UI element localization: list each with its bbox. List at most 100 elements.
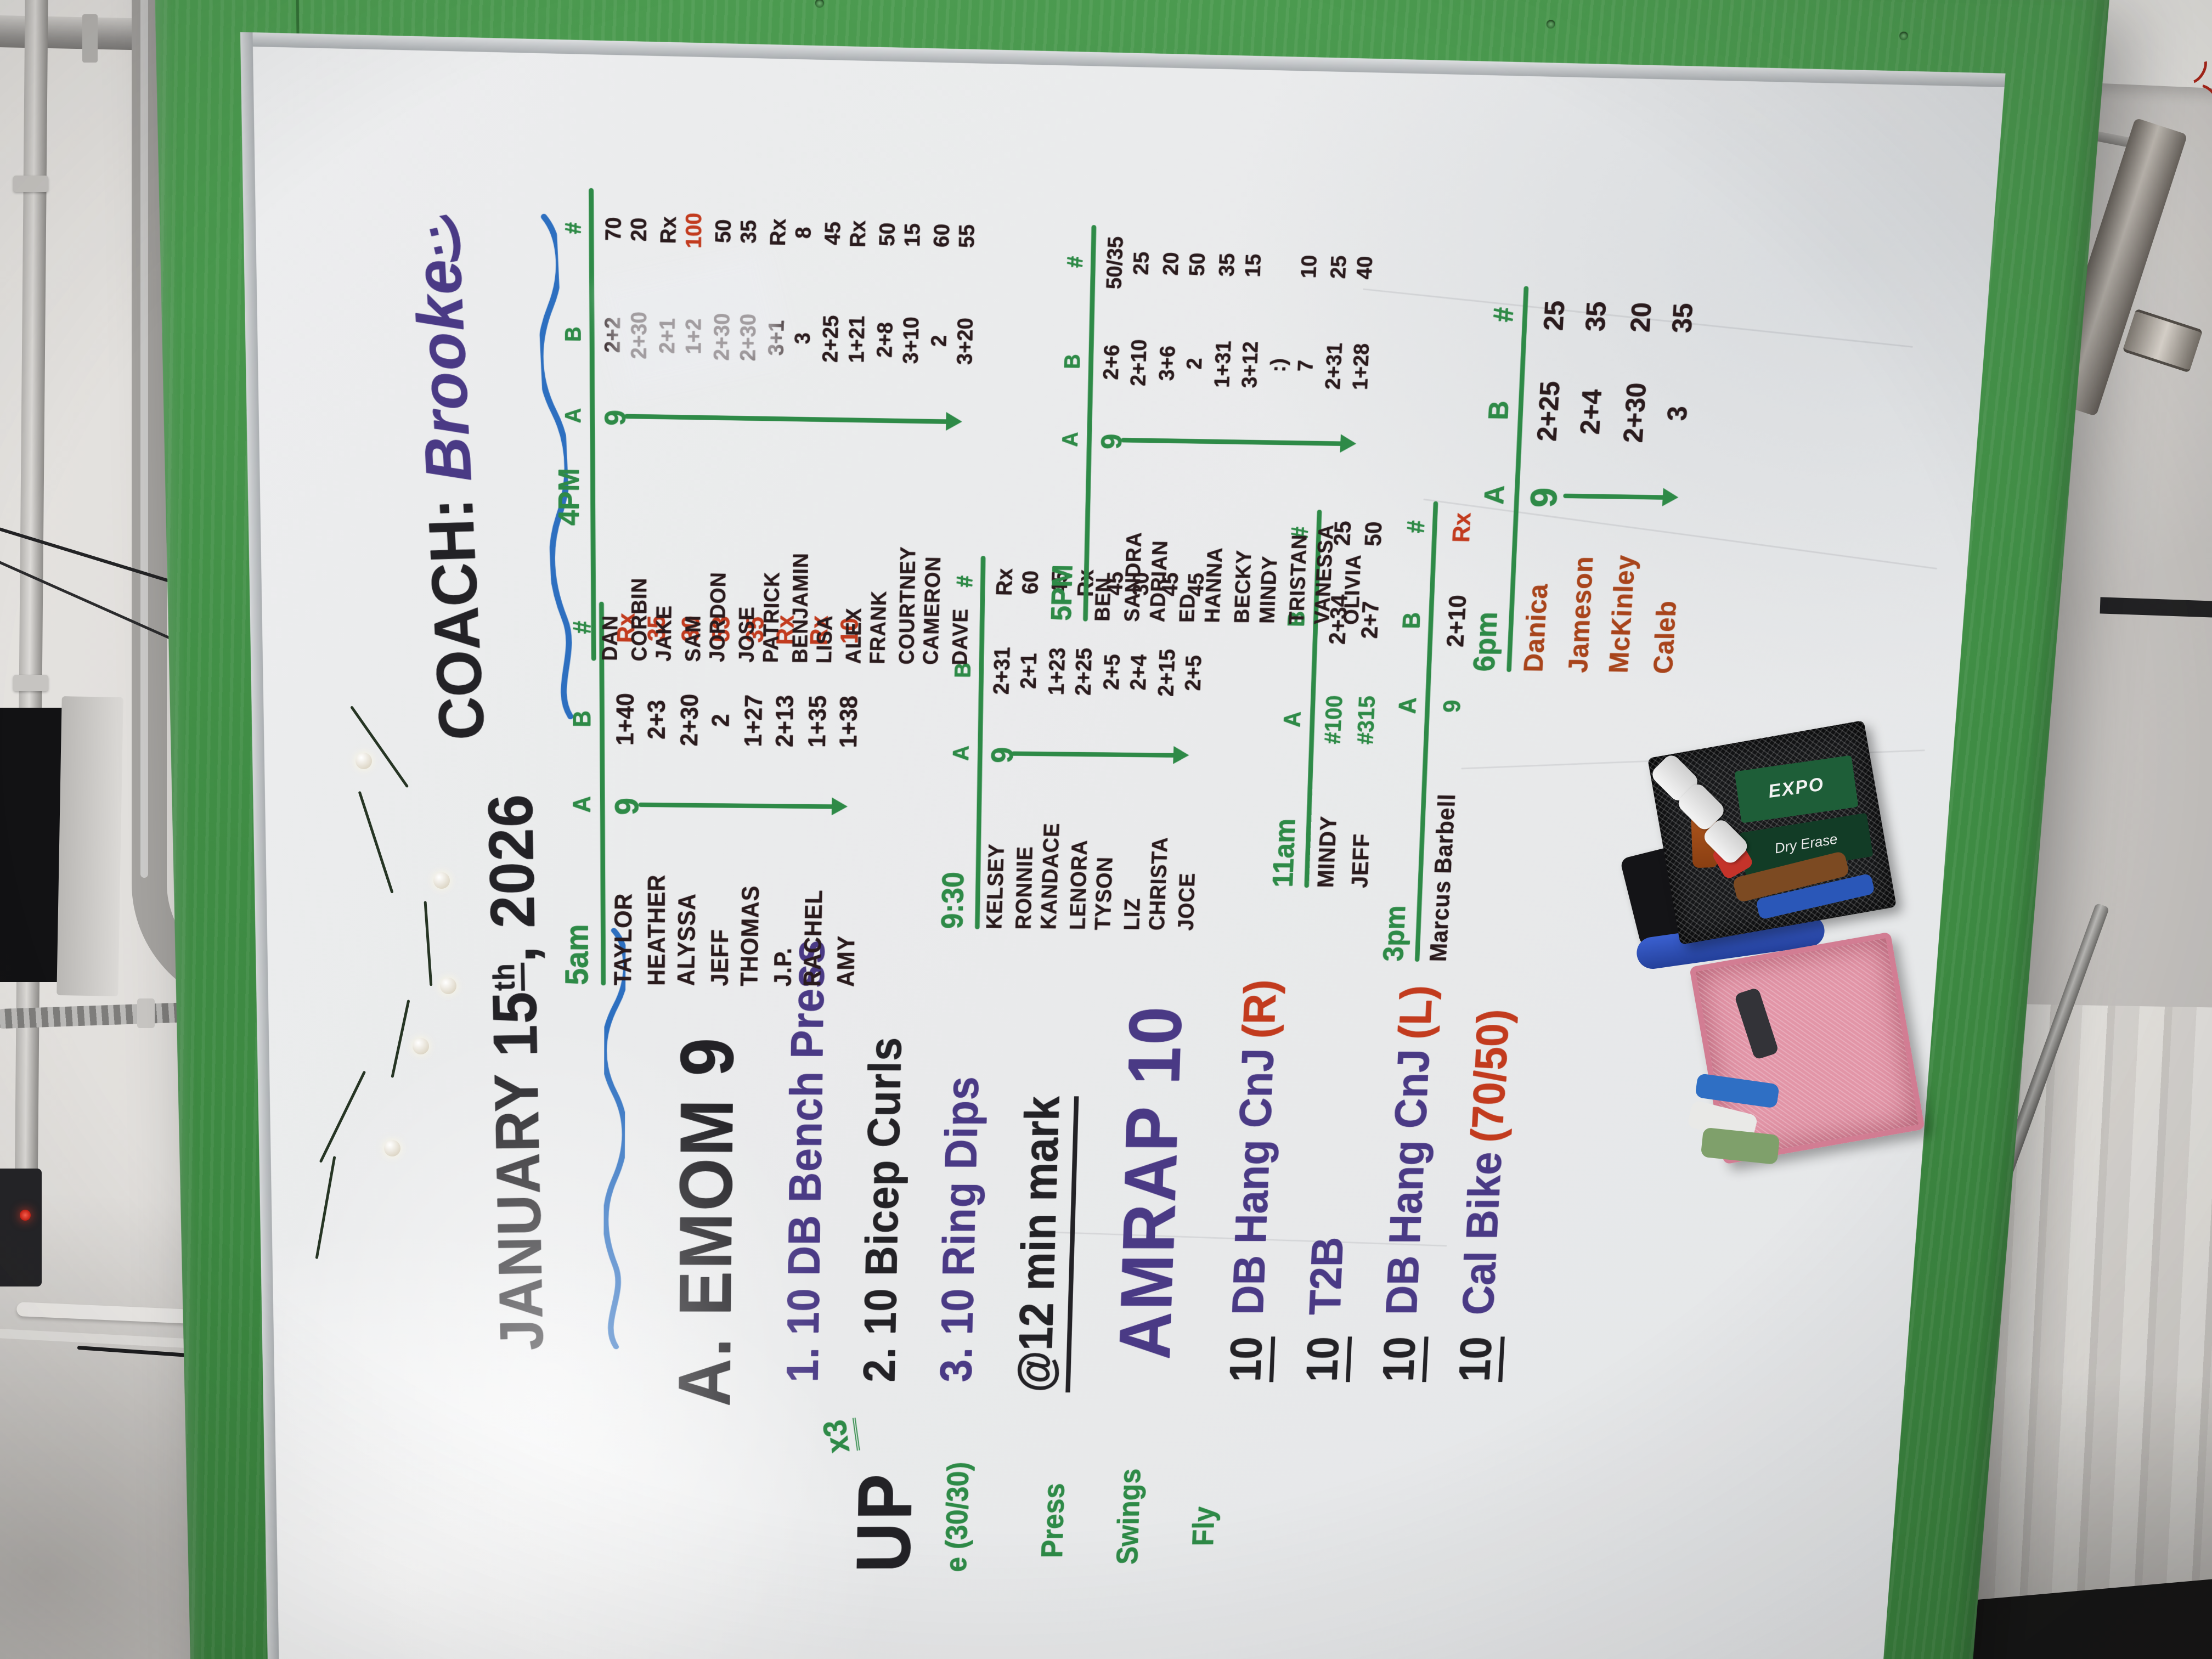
score-weight: 25 [1538, 300, 1571, 331]
table-header: 4PM A B # [543, 174, 590, 661]
athlete-name: Kandace [1035, 822, 1064, 930]
class-time-label: 5PM [1045, 564, 1079, 622]
class-time-label: 5am [558, 924, 595, 986]
score-b: 1+38 [834, 696, 862, 748]
score-weight [1280, 216, 1285, 316]
score-weight: 8 [791, 227, 815, 239]
athlete-name: Christa [1144, 837, 1172, 931]
string-light-bulb [440, 978, 456, 994]
athlete-name: Thomas [735, 885, 764, 987]
score-b: 2+5 [1180, 655, 1206, 691]
cable-clamp [137, 998, 155, 1028]
athlete-name: Mindy [1312, 815, 1342, 888]
score-weight: 60 [929, 223, 954, 248]
score-b: 2 [706, 714, 735, 727]
score-b: 2+15 [1153, 648, 1180, 697]
athlete-name: Jordon [705, 572, 730, 663]
score-weight: Rx [845, 220, 870, 248]
score-b: 2+5 [1098, 654, 1125, 691]
rep-count: 10 [1296, 1336, 1352, 1383]
column-header: # [1487, 307, 1520, 323]
warmup-item: Swings [1109, 1468, 1147, 1565]
score-b: 2+10 [1126, 339, 1151, 387]
warmup-item: Fly [1186, 1506, 1221, 1547]
column-header: A [1393, 697, 1421, 714]
score-weight: Rx [765, 218, 791, 246]
score-b: 1+23 [1043, 647, 1070, 696]
workout-item: 10 Cal Bike (70/50) [1448, 1009, 1520, 1383]
score-b: 2 [927, 335, 951, 347]
athlete-name: Danica [1518, 583, 1554, 673]
athlete-name: Dave [947, 608, 972, 665]
class-time-label: 11am [1265, 818, 1301, 888]
date: JANUARY 15th, 2026 [475, 793, 556, 1351]
rep-count: 10 [1448, 1336, 1505, 1383]
movement-name: DB Hang CnJ [1221, 1048, 1283, 1327]
column-header: # [561, 222, 586, 235]
part-b-title: AMRAP 10 [1104, 1005, 1198, 1360]
tv-edge [0, 708, 67, 982]
marker-basket-black: EXPO Dry Erase [1647, 720, 1897, 945]
string-light-bulb [384, 1140, 400, 1156]
warmup-fragment-big: UP [840, 1471, 928, 1573]
table-rows: Ben 2+6 50/35 Sandra 2+10 25 Adrian 3+6 20 Ed 2 50 H… [1090, 212, 1381, 625]
score-b: 2+25 [817, 315, 843, 363]
blue-wavy-underline [603, 927, 626, 1351]
athlete-name: Jameson [1562, 556, 1599, 673]
movement-tag: (70/50) [1460, 1009, 1519, 1143]
column-header: A [567, 795, 595, 813]
athlete-name: Jake [651, 605, 676, 662]
athlete-name: Vanessa [1310, 524, 1338, 625]
score-b: 3 [790, 332, 815, 345]
score-a: #100 [1319, 695, 1348, 745]
movement-tag: (L) [1388, 985, 1442, 1040]
score-weight: 20 [1624, 302, 1658, 333]
frame-screw [1546, 20, 1555, 29]
score-b: 2+3 [642, 699, 670, 740]
athlete-name: Hanna [1200, 547, 1227, 624]
frame-screw [1899, 31, 1909, 41]
athlete-name: Corbin [627, 577, 651, 662]
column-header: B [1483, 400, 1515, 421]
score-b: 2+1 [1015, 653, 1041, 690]
athlete-name: Cameron [918, 556, 945, 665]
score-b: 1+40 [610, 693, 639, 746]
score-b: 3+1 [764, 320, 788, 357]
score-b: 2+4 [1125, 654, 1151, 691]
athlete-name: Sandra [1120, 532, 1146, 622]
score-b: 2+31 [988, 646, 1015, 695]
movement-name: DB Hang CnJ [1375, 1049, 1439, 1327]
pipe-clamp [13, 675, 48, 691]
score-b: 2+25 [1070, 647, 1097, 696]
athlete-name: Olivia [1339, 554, 1365, 625]
score-weight: 45 [820, 221, 845, 246]
athlete-name: Benjamin [788, 552, 812, 664]
rep-count: 10 [1219, 1336, 1276, 1383]
score-weight: 50/35 [1102, 236, 1128, 290]
athlete-name: Sam [681, 615, 705, 662]
string-light-bulb [433, 872, 450, 889]
table-rows: Dan 2+2 70 Corbin 2+30 20 Jake 2+1 Rx Sam 1+2 100 Jo… [597, 176, 983, 665]
athlete-name: Taylor [608, 893, 637, 986]
score-weight: 15 [900, 223, 924, 247]
score-a: 9 [1437, 699, 1466, 713]
class-table-5PM: 5PM A B # Ben 2+6 50/35 Sandra 2+10 25 Adrian 3+6 20… [1036, 211, 1381, 625]
score-b: 3+20 [952, 318, 978, 365]
class-time-label: 6pm [1466, 611, 1504, 672]
column-header: A [947, 745, 973, 761]
athlete-name: Caleb [1647, 600, 1683, 674]
score-weight: 20 [626, 217, 651, 242]
score-b: 2+30 [627, 312, 651, 360]
score-b: 3+10 [898, 317, 923, 364]
score-a: #315 [1352, 696, 1380, 745]
score-b: 2 [1182, 358, 1206, 370]
workout-item: 2. 10 Bicep Curls [853, 1036, 911, 1383]
workout-item: 10 DB Hang CnJ (R) [1219, 979, 1287, 1383]
score-weight: 55 [954, 224, 979, 249]
column-header: A [1479, 485, 1510, 505]
workout-item: 1. 10 DB Bench Press [776, 939, 834, 1383]
black-bracket [2100, 597, 2212, 618]
score-weight: 50 [1184, 252, 1210, 276]
string-light-bulb [413, 1038, 429, 1054]
